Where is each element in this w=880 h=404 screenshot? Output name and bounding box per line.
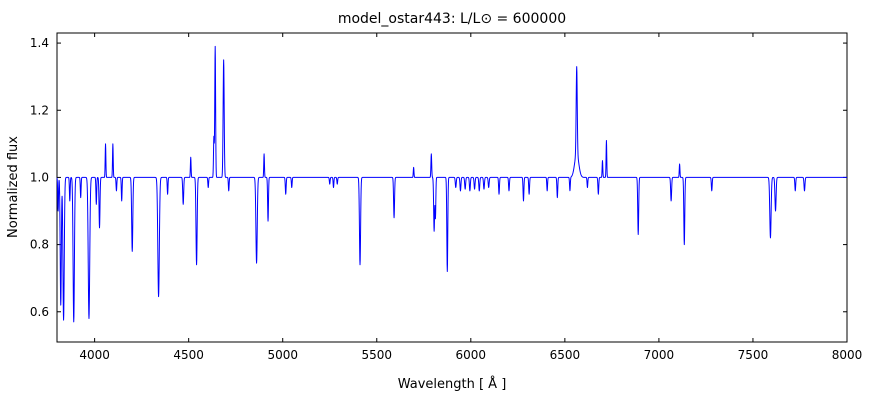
y-axis-label: Normalized flux <box>6 136 21 238</box>
axes-frame <box>56 32 848 343</box>
x-tick-label: 5000 <box>267 348 298 362</box>
x-tick-label: 6000 <box>456 348 487 362</box>
x-tick-label: 4500 <box>173 348 204 362</box>
x-axis-label: Wavelength [ Å ] <box>398 376 507 392</box>
spectrum-line-series <box>56 45 848 323</box>
y-tick-label: 0.6 <box>30 305 49 319</box>
x-tick-label: 8000 <box>832 348 863 362</box>
spectrum-line <box>56 45 848 323</box>
x-tick-label: 7000 <box>644 348 675 362</box>
y-tick-label: 1.2 <box>30 103 49 117</box>
y-tick-label: 1.0 <box>30 170 49 184</box>
chart-title: model_ostar443: L/L⊙ = 600000 <box>338 11 566 27</box>
y-tick-label: 0.8 <box>30 238 49 252</box>
tick-marks-and-labels: 4000 4500 5000 5500 6000 6500 7000 7500 8000 0.6 0… <box>30 33 862 362</box>
x-tick-label: 5500 <box>361 348 392 362</box>
y-tick-label: 1.4 <box>30 36 49 50</box>
x-tick-label: 6500 <box>550 348 581 362</box>
plot-frame <box>56 32 848 343</box>
x-tick-label: 7500 <box>738 348 769 362</box>
x-tick-label: 4000 <box>79 348 110 362</box>
